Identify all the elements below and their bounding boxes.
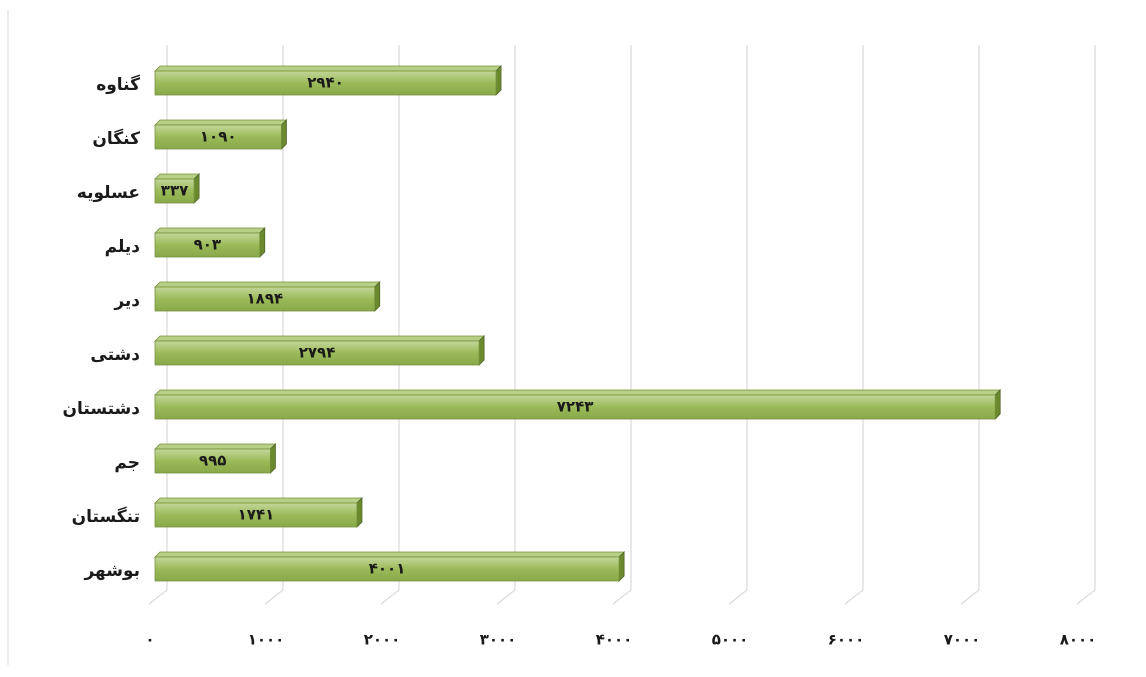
- data-label: ۹۹۵: [199, 452, 226, 470]
- bar-side: [270, 443, 276, 474]
- grid-line: [148, 45, 168, 605]
- bar-side: [994, 389, 1001, 420]
- bar-top: [154, 227, 266, 234]
- x-tick-label: ۵۰۰۰: [712, 631, 749, 649]
- bar-side: [618, 551, 625, 582]
- data-label: ۱۸۹۴: [247, 290, 284, 308]
- bar-side: [281, 119, 287, 150]
- bar: [154, 286, 376, 312]
- y-tick-label: بوشهر: [83, 561, 140, 581]
- bar: [154, 178, 195, 204]
- data-label: ۹۰۳: [194, 236, 221, 254]
- grid-line: [728, 45, 748, 605]
- bar-top: [154, 173, 201, 180]
- grid-line: [844, 45, 864, 605]
- data-label: ۲۹۴۰: [307, 74, 344, 92]
- bar: [154, 556, 620, 582]
- x-tick-label: ۷۰۰۰: [944, 631, 981, 649]
- x-tick-label: ۴۰۰۰: [596, 631, 633, 649]
- bar: [154, 124, 282, 150]
- x-tick-label: ۲۰۰۰: [364, 631, 401, 649]
- grid-line: [612, 45, 632, 605]
- x-tick-label: ۸۰۰۰: [1060, 631, 1097, 649]
- grid-line: [264, 45, 284, 605]
- bar-top: [154, 335, 486, 342]
- bar-top: [154, 389, 1002, 396]
- x-tick-label: ۱۰۰۰: [248, 631, 285, 649]
- data-label: ۲۷۹۴: [299, 344, 336, 362]
- bar-top: [154, 551, 626, 558]
- y-tick-label: جم: [114, 453, 140, 473]
- y-tick-label: دشتستان: [62, 399, 140, 419]
- bar: [154, 448, 271, 474]
- bar-side: [374, 281, 381, 312]
- bar-top: [154, 281, 381, 288]
- bar: [154, 394, 996, 420]
- x-tick-label: ۶۰۰۰: [828, 631, 865, 649]
- x-tick-label: ۰: [145, 631, 154, 649]
- bar-top: [154, 497, 363, 504]
- y-tick-label: گناوه: [96, 74, 140, 95]
- data-label: ۱۰۹۰: [200, 128, 237, 146]
- data-label: ۴۰۰۱: [369, 560, 406, 578]
- bar: [154, 70, 497, 96]
- y-tick-label: دیلم: [105, 237, 141, 257]
- data-label: ۱۷۴۱: [238, 506, 275, 524]
- bar-top: [154, 65, 503, 72]
- grid-line: [960, 45, 980, 605]
- y-tick-label: دیر: [113, 291, 140, 311]
- y-tick-label: عسلویه: [77, 183, 140, 203]
- bar-side: [259, 227, 266, 258]
- bar-side: [193, 173, 200, 204]
- y-tick-label: دشتی: [90, 345, 140, 365]
- bar: [154, 232, 261, 258]
- data-label: ۳۳۷: [161, 182, 188, 200]
- bar: [154, 340, 480, 366]
- data-label: ۷۲۴۳: [557, 398, 594, 416]
- y-tick-label: تنگستان: [72, 506, 140, 527]
- grid-line: [1076, 45, 1096, 605]
- grid-line: [496, 45, 516, 605]
- bar-top: [154, 119, 288, 126]
- bar-top: [154, 443, 277, 450]
- bar: [154, 502, 358, 528]
- x-tick-label: ۳۰۰۰: [480, 631, 517, 649]
- bar-side: [495, 65, 502, 96]
- bar-side: [356, 497, 363, 528]
- bar-side: [478, 335, 485, 366]
- y-tick-label: کنگان: [92, 128, 140, 149]
- grid-line: [380, 45, 400, 605]
